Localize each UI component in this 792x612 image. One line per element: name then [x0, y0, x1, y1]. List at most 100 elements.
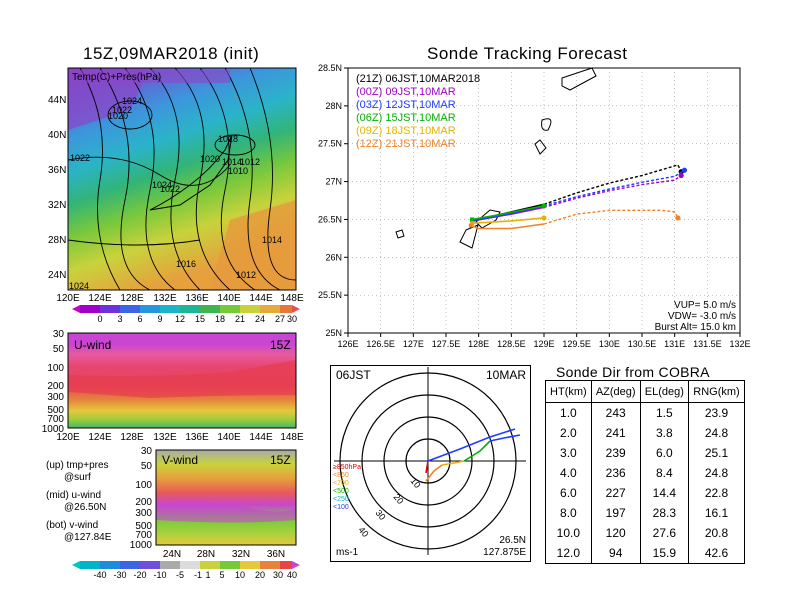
y-tick-label: 25.5N	[318, 290, 342, 300]
hodo-units: ms-1	[336, 547, 359, 558]
hodo-segment	[425, 460, 429, 474]
cell: 197	[590, 503, 641, 523]
cell: 8.0	[545, 503, 592, 523]
pres-label: 200	[47, 381, 64, 392]
vwind-panel: V-wind 15Z	[155, 449, 297, 546]
hodo-segment	[489, 434, 521, 442]
note-up: (up) tmp+pres @surf	[46, 460, 109, 484]
lon-label: 140E	[217, 293, 241, 304]
lon-label: 136E	[185, 293, 209, 304]
hodo-segment	[425, 464, 443, 482]
lat-label: 28N	[197, 549, 215, 560]
col-header: AZ(deg)	[590, 380, 641, 403]
x-tick-label: 127.5E	[432, 339, 461, 349]
lon-label: 120E	[56, 432, 80, 443]
pres-label: 50	[141, 461, 153, 472]
isobar-label: 1016	[176, 259, 196, 269]
cbar-tick: -5	[176, 570, 184, 580]
cell: 4.0	[545, 463, 592, 483]
series-start-marker	[470, 217, 475, 222]
series-line-dashed-2	[543, 169, 685, 207]
vwind-time: 15Z	[270, 453, 291, 467]
series-start-marker	[468, 223, 473, 228]
tracking-series	[468, 164, 688, 230]
lon-label: 148E	[280, 293, 304, 304]
pres-label: 1000	[42, 424, 65, 435]
y-tick-label: 26.5N	[318, 214, 342, 224]
cell: 94	[590, 543, 641, 564]
isobar-label: 1012	[236, 270, 256, 280]
hodo-legend-entry: <500	[333, 488, 349, 495]
hodo-segment	[427, 428, 516, 462]
hodograph: 10 20 30 40 06JST 10MAR ≥850hPa <850 <70…	[330, 365, 531, 562]
cell: 1.5	[639, 402, 690, 423]
isobar-label: 1014	[222, 157, 242, 167]
cell: 27.6	[639, 523, 690, 543]
series-end-point	[681, 167, 688, 173]
cell: 24.8	[688, 463, 745, 483]
surface-map: 1024 1022 1020 1018 1020 1014 1012 1010 …	[67, 67, 297, 291]
info-line: Burst Alt= 15.0 km	[655, 322, 736, 333]
hodo-segment	[441, 460, 465, 466]
note-line: (mid) u-wind	[46, 490, 102, 501]
temp-colorbar-ticks: 0 3 6 9 12 15 18 21 24 27 30	[97, 314, 297, 324]
pres-label: 30	[141, 446, 153, 457]
note-bot: (bot) v-wind @127.84E	[46, 520, 111, 544]
hodo-legend-entry: <100	[333, 504, 349, 511]
cell: 6.0	[545, 483, 592, 503]
cbar-tick: 9	[157, 314, 162, 324]
lon-label: 128E	[120, 293, 144, 304]
tracking-legend: (21Z) 06JST,10MAR2018 (00Z) 09JST,10MAR …	[356, 73, 480, 150]
vwind-y-labels: 30 50 100 200 300 500 700 1000	[130, 446, 153, 551]
cbar-tick: 18	[215, 314, 225, 324]
y-tick-label: 28N	[325, 101, 342, 111]
lon-label: 136E	[185, 432, 209, 443]
table-row: 6.0 227 14.4 22.8	[545, 483, 745, 503]
map-lon-labels: 120E 124E 128E 132E 136E 140E 144E 148E	[56, 293, 304, 304]
hodo-lat: 26.5N	[499, 535, 526, 546]
lat-label: 32N	[48, 200, 66, 211]
legend-entry: (03Z) 12JST,10MAR	[356, 99, 456, 111]
cell: 16.1	[688, 503, 745, 523]
uwind-time: 15Z	[270, 338, 291, 352]
hodo-ring-labels: 10 20 30 40	[356, 476, 422, 539]
isobar-label: 1014	[262, 235, 282, 245]
cbar-tick: 1	[205, 570, 210, 580]
lon-label: 140E	[217, 432, 241, 443]
wind-colorbar	[72, 561, 300, 569]
x-tick-label: 131E	[664, 339, 685, 349]
note-line: @127.84E	[64, 532, 112, 543]
uwind-y-labels: 30 50 100 200 300 500 700 1000	[42, 329, 65, 435]
col-header: HT(km)	[545, 380, 592, 403]
lon-label: 120E	[56, 293, 80, 304]
cell: 23.9	[688, 402, 745, 423]
cbar-tick: 3	[117, 314, 122, 324]
pres-label: 30	[53, 329, 65, 340]
cell: 42.6	[688, 543, 745, 564]
pres-label: 100	[47, 363, 64, 374]
isobar-label: 1018	[218, 134, 238, 144]
ring-label: 20	[391, 492, 405, 506]
series-line-dashed-5	[543, 209, 679, 225]
note-line: @surf	[64, 472, 91, 483]
x-tick-label: 126E	[337, 339, 358, 349]
cbar-tick: 24	[255, 314, 265, 324]
isobar-label: 1024	[69, 281, 89, 291]
table-row: 4.0 236 8.4 24.8	[545, 463, 745, 483]
col-header: RNG(km)	[688, 380, 745, 403]
wind-colorbar-ticks: -40 -30 -20 -10 -5 -1 1 5 10 20 30 40	[93, 570, 297, 580]
hodo-legend-entry: <850	[333, 472, 349, 479]
x-tick-label: 130E	[599, 339, 620, 349]
cell: 6.0	[639, 443, 690, 463]
cbar-tick: 30	[273, 570, 283, 580]
lon-label: 124E	[88, 293, 112, 304]
series-line-5	[470, 223, 545, 230]
y-tick-label: 27.5N	[318, 139, 342, 149]
cell: 227	[590, 483, 641, 503]
temp-colorbar	[72, 305, 300, 313]
series-start-marker	[470, 221, 475, 226]
hodo-lon: 127.875E	[483, 547, 526, 558]
lon-label: 148E	[280, 432, 304, 443]
cbar-tick: 12	[175, 314, 185, 324]
x-tick-label: 128E	[468, 339, 489, 349]
